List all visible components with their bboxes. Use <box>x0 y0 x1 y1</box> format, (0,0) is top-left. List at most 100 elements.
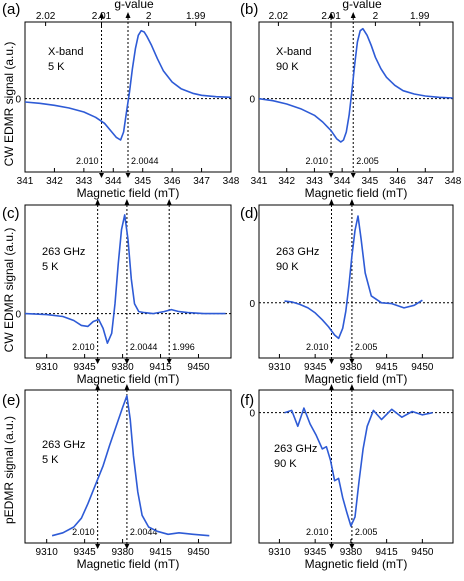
panel-label: (c) <box>2 205 20 222</box>
g-marker-label: 2.0044 <box>130 527 158 537</box>
condition-annotation: 90 K <box>276 261 299 273</box>
x-tick-label: 342 <box>46 176 63 187</box>
condition-annotation: 263 GHz <box>42 439 85 451</box>
g-marker-label: 1.996 <box>172 342 195 352</box>
zero-label: 0 <box>249 409 255 420</box>
panel-c: 0 9310 9345 9380 9415 9450 Magnetic field (mT)… <box>2 199 232 386</box>
x-tick-label: 9450 <box>411 362 434 373</box>
g-marker-label: 2.010 <box>306 527 329 537</box>
top-tick-label: 2.02 <box>36 11 56 22</box>
arrowhead <box>124 384 130 390</box>
arrowhead <box>125 12 131 18</box>
arrowhead <box>95 359 101 364</box>
condition-annotation: 5 K <box>42 454 59 466</box>
condition-annotation: 5 K <box>42 261 59 273</box>
x-tick-label: 342 <box>278 176 295 187</box>
g-marker-label: 2.010 <box>306 342 329 352</box>
x-tick-label: 9345 <box>74 362 97 373</box>
arrowhead <box>349 384 355 390</box>
x-tick-label: 345 <box>362 176 379 187</box>
x-tick-label: 348 <box>223 176 240 187</box>
top-axis-label: g-value <box>342 0 382 11</box>
arrowhead <box>328 544 334 549</box>
edmr-trace <box>51 395 210 537</box>
edmr-trace <box>258 27 454 143</box>
x-axis-label: Magnetic field (mT) <box>305 372 408 386</box>
g-marker-label: 2.005 <box>355 527 378 537</box>
y-axis-label-row2: CW EDMR signal (a.u.) <box>2 228 16 353</box>
plot-frame <box>258 389 454 544</box>
arrowhead <box>124 544 130 549</box>
panel-label: (d) <box>240 205 258 222</box>
x-tick-label: 346 <box>389 176 406 187</box>
g-marker-label: 2.005 <box>356 156 379 166</box>
plot-frame <box>258 204 454 359</box>
edmr-trace <box>24 214 226 344</box>
edmr-trace <box>24 29 232 141</box>
arrowhead <box>350 12 356 18</box>
condition-annotation: 263 GHz <box>42 246 85 258</box>
arrowhead <box>95 384 101 390</box>
plot-frame <box>258 21 454 173</box>
panel-a: 0 341 342 343 344 345 346 347 348 Magnetic field … <box>2 0 240 200</box>
edmr-trace <box>284 215 423 340</box>
x-tick-label: 345 <box>134 176 151 187</box>
g-marker-label: 2.010 <box>72 527 95 537</box>
x-tick-label: 343 <box>306 176 323 187</box>
top-axis-label: g-value <box>114 0 154 11</box>
g-marker-label: 2.005 <box>355 342 378 352</box>
plot-frame <box>24 389 232 544</box>
arrowhead <box>349 359 355 364</box>
plot-frame <box>24 204 232 359</box>
arrowhead <box>166 359 172 364</box>
condition-annotation: X-band <box>276 46 311 58</box>
arrowhead <box>95 544 101 549</box>
panel-label: (b) <box>240 1 258 18</box>
condition-annotation: 90 K <box>274 458 297 470</box>
x-tick-label: 9380 <box>340 362 363 373</box>
x-axis-label: Magnetic field (mT) <box>77 186 180 200</box>
x-tick-label: 347 <box>417 176 434 187</box>
top-tick-label: 1.99 <box>186 11 206 22</box>
arrowhead <box>328 199 334 205</box>
y-axis-label-row3: pEDMR signal (a.u.) <box>2 416 16 524</box>
panel-label: (e) <box>2 392 20 409</box>
x-axis-label: Magnetic field (mT) <box>305 557 408 571</box>
panel-label: (a) <box>2 1 20 18</box>
x-tick-label: 9380 <box>111 547 134 558</box>
panel-e: 9310 9345 9380 9415 9450 Magnetic field (mT) (… <box>2 384 232 571</box>
condition-annotation: 263 GHz <box>274 443 317 455</box>
g-marker-label: 2.0044 <box>131 156 159 166</box>
x-axis-label: Magnetic field (mT) <box>77 557 180 571</box>
x-tick-label: 9345 <box>74 547 97 558</box>
x-tick-label: 9450 <box>187 547 210 558</box>
x-tick-label: 9345 <box>304 547 327 558</box>
arrowhead <box>95 199 101 205</box>
top-tick-label: 2.02 <box>269 11 289 22</box>
x-tick-label: 9415 <box>376 362 399 373</box>
x-axis-label: Magnetic field (mT) <box>305 186 408 200</box>
x-tick-label: 9380 <box>340 547 363 558</box>
g-marker-label: 2.010 <box>306 156 329 166</box>
x-tick-label: 348 <box>445 176 462 187</box>
arrowhead <box>99 12 105 18</box>
condition-annotation: 5 K <box>48 61 65 73</box>
g-marker-label: 2.010 <box>76 156 99 166</box>
x-tick-label: 346 <box>164 176 181 187</box>
top-tick-label: 1.99 <box>410 11 430 22</box>
x-tick-label: 9310 <box>268 547 291 558</box>
panel-label: (f) <box>240 392 254 409</box>
arrowhead <box>328 359 334 364</box>
x-tick-label: 344 <box>105 176 122 187</box>
condition-annotation: 263 GHz <box>276 246 319 258</box>
zero-label: 0 <box>15 310 21 321</box>
x-tick-label: 347 <box>193 176 210 187</box>
panel-b: 0 341 342 343 344 345 346 347 348 Magnetic field … <box>240 0 462 200</box>
x-tick-label: 9345 <box>304 362 327 373</box>
x-tick-label: 9380 <box>111 362 134 373</box>
arrowhead <box>350 173 356 178</box>
x-tick-label: 343 <box>76 176 93 187</box>
top-tick-label: 2 <box>146 11 152 22</box>
